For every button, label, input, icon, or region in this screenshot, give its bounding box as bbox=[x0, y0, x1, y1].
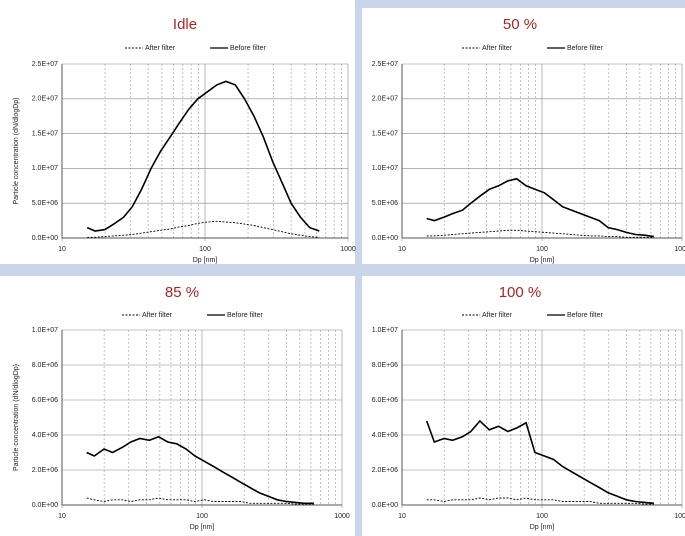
chart-title: 85 % bbox=[165, 284, 199, 301]
y-tick-label: 2.0E+06 bbox=[32, 467, 58, 474]
panel bbox=[362, 276, 685, 536]
legend-label: Before filter bbox=[567, 45, 603, 52]
y-tick-label: 0.0E+00 bbox=[372, 502, 398, 509]
y-tick-label: 6.0E+06 bbox=[372, 397, 398, 404]
x-tick-label: 1000 bbox=[674, 246, 685, 253]
y-tick-label: 1.0E+07 bbox=[32, 327, 58, 334]
y-tick-label: 1.5E+07 bbox=[372, 130, 398, 137]
data-line bbox=[426, 229, 654, 238]
x-tick-label: 10 bbox=[58, 246, 66, 253]
legend-label: Before filter bbox=[230, 45, 266, 52]
chart-title: 50 % bbox=[503, 16, 537, 33]
legend-label: After filter bbox=[145, 45, 176, 52]
y-tick-label: 4.0E+06 bbox=[32, 432, 58, 439]
legend-label: Before filter bbox=[567, 312, 603, 319]
y-tick-label: 1.0E+07 bbox=[372, 327, 398, 334]
y-tick-label: 1.5E+07 bbox=[32, 130, 58, 137]
y-tick-label: 6.0E+06 bbox=[32, 397, 58, 404]
y-tick-label: 0.0E+00 bbox=[32, 502, 58, 509]
x-axis-label: Dp [nm] bbox=[190, 524, 215, 531]
x-tick-label: 10 bbox=[398, 246, 406, 253]
y-axis-label: Particle concentration (dN/dlogDp) bbox=[13, 98, 20, 205]
data-line bbox=[425, 419, 654, 505]
panel bbox=[0, 276, 355, 536]
data-line bbox=[86, 497, 314, 505]
y-tick-label: 1.0E+07 bbox=[32, 165, 58, 172]
y-tick-label: 2.5E+07 bbox=[372, 61, 398, 68]
y-tick-label: 5.0E+06 bbox=[372, 200, 398, 207]
x-axis-label: Dp [nm] bbox=[193, 257, 218, 264]
data-line bbox=[426, 497, 654, 505]
data-line bbox=[86, 80, 320, 232]
y-tick-label: 2.0E+07 bbox=[32, 96, 58, 103]
x-tick-label: 100 bbox=[536, 246, 548, 253]
legend-label: After filter bbox=[482, 312, 513, 319]
legend-label: After filter bbox=[142, 312, 173, 319]
y-tick-label: 2.0E+06 bbox=[372, 467, 398, 474]
chart-title: 100 % bbox=[499, 284, 542, 301]
panel bbox=[362, 8, 685, 264]
data-line bbox=[426, 177, 655, 238]
legend-label: Before filter bbox=[227, 312, 263, 319]
panel bbox=[0, 0, 355, 264]
x-tick-label: 1000 bbox=[674, 513, 685, 520]
y-tick-label: 2.0E+07 bbox=[372, 96, 398, 103]
y-tick-label: 8.0E+06 bbox=[372, 362, 398, 369]
x-tick-label: 1000 bbox=[334, 513, 350, 520]
y-tick-label: 5.0E+06 bbox=[32, 200, 58, 207]
y-tick-label: 2.5E+07 bbox=[32, 61, 58, 68]
x-tick-label: 100 bbox=[536, 513, 548, 520]
x-tick-label: 100 bbox=[196, 513, 208, 520]
x-axis-label: Dp [nm] bbox=[530, 257, 555, 264]
y-tick-label: 8.0E+06 bbox=[32, 362, 58, 369]
y-tick-label: 0.0E+00 bbox=[32, 235, 58, 242]
y-tick-label: 0.0E+00 bbox=[372, 235, 398, 242]
x-tick-label: 1000 bbox=[340, 246, 356, 253]
data-line bbox=[87, 220, 320, 238]
y-tick-label: 1.0E+07 bbox=[372, 165, 398, 172]
x-tick-label: 10 bbox=[398, 513, 406, 520]
data-line bbox=[86, 435, 314, 505]
y-axis-label: Particle concentration (dN/dlogDp) bbox=[13, 364, 20, 471]
x-axis-label: Dp [nm] bbox=[530, 524, 555, 531]
y-tick-label: 4.0E+06 bbox=[372, 432, 398, 439]
legend-label: After filter bbox=[482, 45, 513, 52]
chart-title: Idle bbox=[173, 16, 197, 33]
x-tick-label: 100 bbox=[199, 246, 211, 253]
x-tick-label: 10 bbox=[58, 513, 66, 520]
